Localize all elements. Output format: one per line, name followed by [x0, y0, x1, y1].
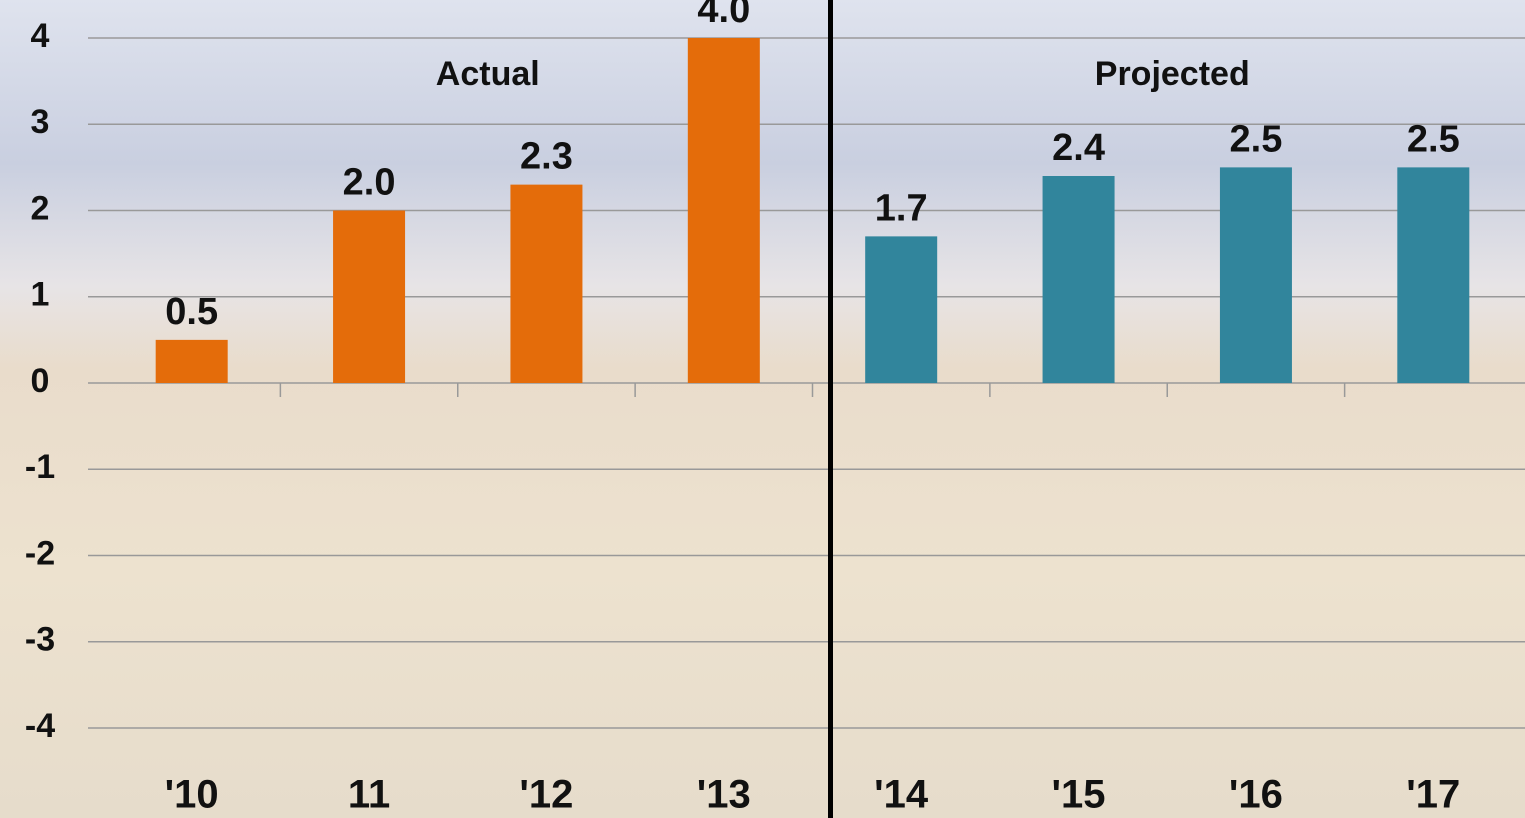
value-label: 1.7	[875, 187, 928, 229]
x-tick-label: '16	[1229, 773, 1283, 817]
bar	[333, 210, 406, 383]
value-label: 2.5	[1230, 118, 1283, 160]
y-tick-label: 4	[31, 17, 50, 55]
y-tick-label: 0	[31, 362, 50, 400]
value-label: 2.0	[343, 162, 396, 204]
x-tick-label: '13	[697, 773, 751, 817]
x-tick-label: 11	[348, 773, 390, 817]
x-tick-label: '12	[519, 773, 573, 817]
bar	[1219, 167, 1292, 383]
panel-label: Actual	[436, 55, 540, 93]
bar	[1042, 176, 1115, 383]
x-tick-label: '14	[874, 773, 929, 817]
y-tick-label: 2	[31, 189, 50, 227]
bar	[155, 339, 228, 383]
value-label: 2.4	[1052, 127, 1105, 169]
y-tick-label: -4	[25, 707, 55, 745]
bar	[1397, 167, 1470, 383]
panel-label: Projected	[1095, 55, 1250, 93]
bar	[865, 236, 938, 383]
value-label: 2.5	[1407, 118, 1460, 160]
x-tick-label: '17	[1406, 773, 1460, 817]
y-tick-label: -2	[25, 534, 55, 572]
value-label: 4.0	[697, 0, 750, 31]
bar	[687, 38, 760, 383]
value-label: 0.5	[165, 291, 218, 333]
y-tick-label: 3	[31, 103, 50, 141]
y-tick-label: -1	[25, 448, 55, 486]
y-tick-label: -3	[25, 621, 55, 659]
y-tick-label: 1	[31, 276, 50, 314]
value-label: 2.3	[520, 136, 573, 178]
bar	[510, 184, 583, 383]
x-tick-label: '15	[1052, 773, 1106, 817]
x-tick-label: '10	[165, 773, 219, 817]
